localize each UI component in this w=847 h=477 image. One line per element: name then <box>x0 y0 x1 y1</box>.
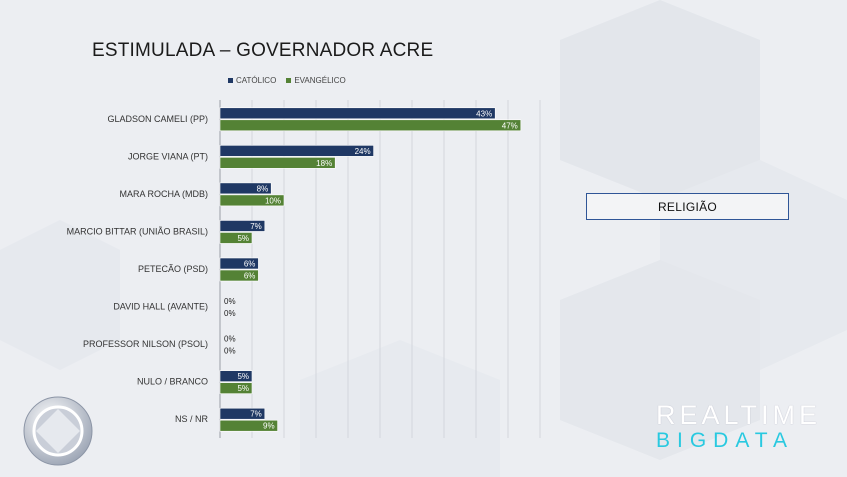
data-label: 5% <box>237 372 249 381</box>
legend-label-catolico: CATÓLICO <box>236 76 277 85</box>
bar-evangelico <box>219 382 253 394</box>
bar-catolico <box>219 107 496 120</box>
data-label: 7% <box>250 222 262 231</box>
legend-swatch-evangelico <box>286 78 292 83</box>
data-label: 5% <box>237 234 249 243</box>
bar-catolico <box>219 220 266 232</box>
bar-catolico <box>219 407 266 420</box>
data-label: 7% <box>250 410 262 419</box>
data-label: 8% <box>257 184 269 193</box>
chart-legend: CATÓLICO EVANGÉLICO <box>228 76 346 85</box>
religiao-box: RELIGIÃO <box>586 193 789 220</box>
data-label: 47% <box>502 121 518 130</box>
legend-swatch-catolico <box>228 78 233 83</box>
category-label: PROFESSOR NILSON (PSOL) <box>83 339 208 349</box>
bar-catolico <box>219 182 272 195</box>
data-label: 6% <box>244 260 256 269</box>
bar-evangelico <box>219 269 259 282</box>
category-label: MARA ROCHA (MDB) <box>119 189 208 199</box>
brand-line1: REALTIME <box>656 400 822 430</box>
bar-catolico <box>219 370 253 382</box>
data-label: 0% <box>224 347 236 356</box>
category-label: DAVID HALL (AVANTE) <box>113 302 208 312</box>
category-label: NS / NR <box>175 414 209 424</box>
data-label: 43% <box>476 109 492 118</box>
bar-evangelico <box>219 119 522 132</box>
category-label: NULO / BRANCO <box>137 377 208 387</box>
category-label: PETECÃO (PSD) <box>138 264 208 274</box>
legend-label-evangelico: EVANGÉLICO <box>294 76 346 85</box>
category-label: GLADSON CAMELI (PP) <box>107 114 208 124</box>
chart-title: ESTIMULADA – GOVERNADOR ACRE <box>92 40 434 61</box>
bar-evangelico <box>219 419 278 432</box>
data-label: 0% <box>224 309 236 318</box>
record-logo-icon <box>23 396 93 466</box>
legend-item-catolico: CATÓLICO <box>228 76 276 85</box>
legend-item-evangelico: EVANGÉLICO <box>286 76 346 85</box>
data-label: 18% <box>316 159 332 168</box>
religiao-label: RELIGIÃO <box>657 199 718 214</box>
data-label: 0% <box>224 335 236 344</box>
data-label: 0% <box>224 297 236 306</box>
data-label: 5% <box>237 384 249 393</box>
bar-evangelico <box>219 157 336 169</box>
brand-logo: REALTIME BIGDATA <box>656 400 821 453</box>
bar-evangelico <box>219 194 285 207</box>
category-label: JORGE VIANA (PT) <box>128 151 208 161</box>
bar-evangelico <box>219 232 253 244</box>
data-label: 10% <box>265 196 281 205</box>
bar-catolico <box>219 257 259 270</box>
data-label: 24% <box>355 147 371 156</box>
category-label: MARCIO BITTAR (UNIÃO BRASIL) <box>67 226 208 236</box>
data-label: 6% <box>244 272 256 281</box>
brand-line2: BIGDATA <box>656 429 795 452</box>
data-label: 9% <box>263 422 275 431</box>
bar-catolico <box>219 145 374 157</box>
